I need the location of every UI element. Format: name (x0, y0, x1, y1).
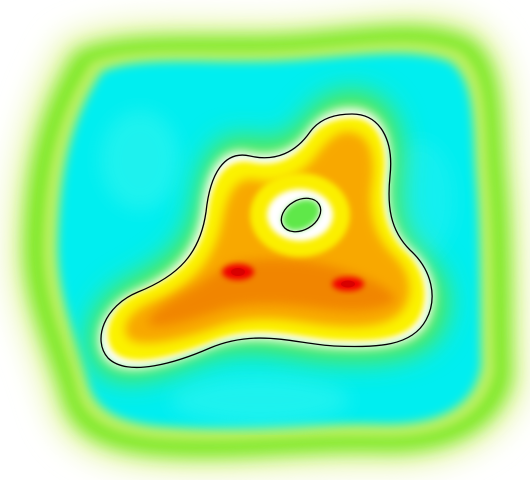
contour-line (100, 113, 433, 369)
orange-core (148, 259, 396, 326)
cyan-mottle-3 (170, 375, 350, 425)
central-hole (282, 199, 320, 231)
cyan-mottle-1 (100, 110, 180, 210)
peak-left-core (231, 268, 245, 276)
peak-right-core (341, 280, 355, 288)
central-hole-contour (280, 197, 322, 233)
